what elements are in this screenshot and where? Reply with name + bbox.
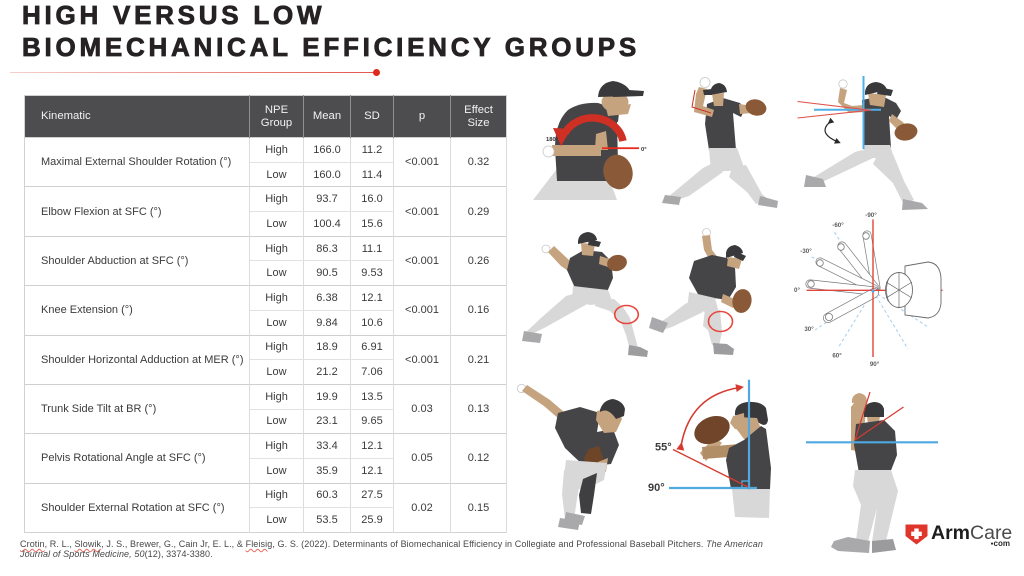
svg-text:0°: 0° <box>794 287 800 294</box>
svg-text:-30°: -30° <box>800 248 812 255</box>
svg-text:-60°: -60° <box>832 222 844 229</box>
svg-text:90°: 90° <box>648 482 665 494</box>
svg-text:180°: 180° <box>546 137 559 143</box>
svg-text:55°: 55° <box>655 442 672 454</box>
svg-text:30°: 30° <box>804 326 814 333</box>
svg-text:0°: 0° <box>641 147 647 153</box>
svg-text:-90°: -90° <box>865 212 877 219</box>
svg-text:90°: 90° <box>870 361 880 368</box>
svg-text:60°: 60° <box>832 353 842 360</box>
